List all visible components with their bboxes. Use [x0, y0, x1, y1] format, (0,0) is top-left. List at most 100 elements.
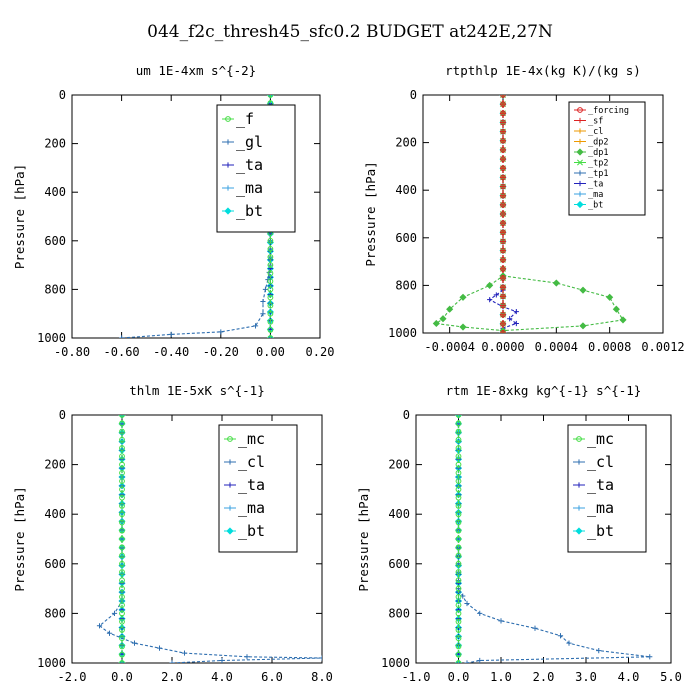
data-point: [156, 645, 163, 651]
data-point: [119, 494, 125, 501]
data-point: [455, 503, 462, 509]
data-point: [500, 119, 506, 126]
data-point: [455, 415, 462, 418]
legend-marker: [576, 459, 582, 465]
data-point: [500, 302, 506, 309]
data-point: [498, 618, 504, 624]
data-point: [455, 643, 462, 650]
panel-title: um 1E-4xm s^{-2}: [136, 63, 256, 78]
data-point: [455, 461, 462, 468]
data-point: [596, 648, 602, 654]
legend-label: _ta: [588, 180, 603, 190]
series-line: [488, 289, 518, 329]
data-point: [181, 650, 188, 656]
x-tick-label: 0.0: [111, 670, 133, 684]
panel-3: thlm 1E-5xK s^{-1} Pressure [hPa] 0 200 400 6…: [12, 383, 333, 684]
legend: _forcing_sf_cl_dp2_dp1_tp2_tp1_ta_ma_bt: [568, 101, 646, 216]
data-point: [267, 237, 274, 244]
data-point: [267, 95, 274, 98]
data-point: [500, 266, 506, 272]
data-point: [119, 436, 125, 443]
data-point: [477, 610, 483, 616]
data-point: [119, 420, 125, 427]
y-tick-label: 600: [395, 231, 417, 245]
x-tick-label: 1.0: [490, 670, 512, 684]
y-axis-label: Pressure [hPa]: [356, 486, 371, 591]
panel-title: rtm 1E-8xkg kg^{-1} s^{-1}: [446, 383, 642, 398]
data-point: [557, 633, 564, 639]
data-point: [119, 552, 125, 559]
data-point: [500, 293, 506, 300]
data-point: [500, 165, 506, 172]
data-point: [119, 511, 125, 518]
legend-marker: [576, 148, 584, 156]
data-point: [459, 293, 467, 301]
data-point: [500, 183, 506, 190]
y-tick-label: 0: [410, 88, 417, 102]
legend-marker: [577, 138, 583, 145]
y-axis-label: Pressure [hPa]: [363, 161, 378, 266]
data-point: [455, 627, 462, 633]
data-point: [500, 156, 506, 162]
x-tick-label: -0.80: [54, 345, 90, 359]
data-point: [119, 527, 125, 534]
legend-label: _gl: [236, 133, 263, 151]
x-tick-label: 2.0: [161, 670, 183, 684]
data-point: [513, 308, 519, 315]
data-point: [647, 654, 653, 660]
data-point: [260, 311, 266, 317]
data-point: [267, 246, 274, 252]
data-point: [500, 220, 506, 227]
data-point: [486, 281, 494, 289]
data-point: [455, 519, 462, 526]
data-point: [500, 247, 506, 254]
x-tick-label: 8.0: [311, 670, 333, 684]
legend-label: _ma: [236, 179, 263, 197]
legend-label: _ta: [587, 476, 614, 494]
data-point: [455, 469, 462, 476]
legend-marker: [577, 170, 583, 176]
data-point: [267, 254, 274, 260]
data-point: [119, 519, 125, 526]
legend-marker: [225, 139, 231, 145]
legend-marker: [576, 505, 582, 511]
data-point: [477, 657, 483, 663]
legend-marker: [225, 116, 231, 122]
figure-title: 044_f2c_thresh45_sfc0.2 BUDGET at242E,27…: [147, 22, 553, 42]
series-line: [434, 275, 624, 332]
data-point: [464, 600, 470, 607]
legend-marker: [575, 527, 583, 535]
legend-marker: [576, 200, 584, 209]
legend-label: _tp2: [588, 159, 608, 169]
legend-label: _forcing: [588, 106, 629, 116]
y-tick-label: 0: [59, 408, 66, 422]
data-point: [244, 654, 250, 660]
data-point: [500, 137, 506, 144]
x-tick-label: -2.0: [58, 670, 87, 684]
data-point: [455, 544, 462, 551]
data-point: [455, 560, 462, 567]
data-point: [267, 294, 274, 301]
legend-label: _ta: [238, 476, 265, 494]
data-point: [579, 322, 587, 330]
data-point: [119, 469, 125, 476]
x-tick-label: 3.0: [575, 670, 597, 684]
x-tick-label: 0.0: [448, 670, 470, 684]
data-point: [119, 560, 125, 567]
data-point: [455, 420, 462, 427]
series-group: [454, 415, 653, 663]
legend-marker: [577, 180, 583, 187]
data-point: [455, 602, 462, 609]
y-tick-label: 1000: [381, 656, 410, 670]
legend-label: _dp2: [588, 138, 608, 148]
legend: _f _gl _ta _ma _bt: [216, 104, 296, 233]
data-point: [119, 585, 125, 592]
data-point: [464, 660, 470, 663]
data-point: [606, 293, 614, 301]
legend-marker: [577, 128, 583, 134]
y-tick-label: 200: [44, 458, 66, 472]
y-tick-label: 600: [388, 557, 410, 571]
x-tick-label: 0.00: [256, 345, 285, 359]
data-point: [267, 327, 274, 333]
